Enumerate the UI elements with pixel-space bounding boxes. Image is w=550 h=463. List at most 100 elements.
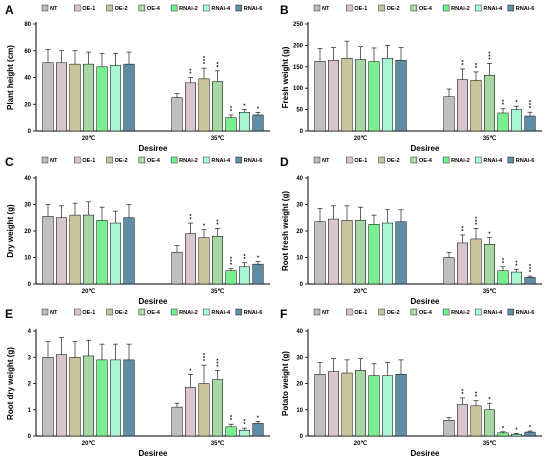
- legend-label: RNAi-4: [211, 158, 231, 164]
- significance-marker: *: [189, 214, 192, 220]
- bar: [252, 114, 264, 132]
- legend-label: OE-4: [147, 310, 161, 316]
- legend-label: NT: [50, 6, 58, 12]
- significance-marker: *: [529, 100, 532, 106]
- significance-marker: *: [230, 418, 233, 424]
- legend-label: OE-2: [115, 158, 128, 164]
- bar: [56, 217, 67, 285]
- x-axis-label: Desiree: [411, 144, 440, 153]
- y-tick-label: 100: [293, 86, 304, 92]
- y-tick-label: 10: [296, 256, 303, 262]
- significance-marker: *: [216, 364, 219, 370]
- legend-label: RNAi-2: [451, 158, 470, 164]
- y-tick-label: 30: [296, 355, 303, 361]
- bar: [382, 375, 393, 437]
- legend-label: RNAi-6: [244, 310, 263, 316]
- significance-marker: *: [216, 65, 219, 71]
- significance-marker: *: [461, 389, 464, 395]
- chart-panel-a: A NT OE-1 OE-2 OE-4 RNAi-2 RNAi-4 RNAi-6 0 20 40 60…: [5, 3, 270, 153]
- bar: [355, 370, 366, 437]
- legend-swatch: [41, 4, 49, 12]
- significance-marker: *: [243, 254, 246, 260]
- bar: [395, 374, 407, 437]
- legend-swatch: [235, 4, 242, 12]
- legend-label: NT: [50, 158, 58, 164]
- significance-marker: *: [529, 106, 532, 112]
- legend-label: OE-1: [354, 158, 367, 164]
- y-tick-label: 2: [28, 382, 32, 388]
- significance-marker: *: [230, 415, 233, 421]
- legend-swatch: [203, 156, 210, 164]
- significance-marker: *: [461, 229, 464, 235]
- significance-marker: *: [216, 219, 219, 225]
- legend-label: RNAi-6: [516, 6, 535, 12]
- significance-marker: *: [216, 62, 219, 68]
- legend-label: OE-1: [82, 158, 95, 164]
- bar: [171, 406, 183, 437]
- y-tick-label: 80: [24, 22, 31, 28]
- significance-marker: *: [461, 392, 464, 398]
- bar: [123, 359, 135, 437]
- bar: [96, 220, 108, 285]
- legend-swatch: [313, 156, 321, 164]
- legend-label: NT: [322, 310, 330, 316]
- bar: [69, 214, 81, 285]
- x-tick-label: 20℃: [354, 288, 368, 295]
- legend-swatch: [507, 4, 514, 12]
- significance-marker: *: [203, 356, 206, 362]
- y-axis-label: Root dry weight (g): [6, 347, 15, 420]
- legend-label: RNAi-4: [211, 6, 231, 12]
- significance-marker: *: [502, 103, 505, 109]
- significance-marker: *: [515, 263, 518, 269]
- significance-marker: *: [189, 217, 192, 223]
- legend-swatch: [138, 156, 146, 164]
- bar: [395, 60, 407, 132]
- legend-swatch: [313, 4, 321, 12]
- panel-letter: C: [5, 155, 14, 169]
- significance-marker: *: [189, 69, 192, 75]
- y-tick-label: 250: [293, 22, 304, 28]
- bar: [96, 359, 108, 437]
- legend-swatch: [475, 156, 482, 164]
- legend-swatch: [170, 308, 178, 316]
- legend-swatch: [346, 4, 353, 12]
- legend-label: OE-4: [419, 310, 433, 316]
- legend-label: RNAi-4: [211, 310, 231, 316]
- bar: [110, 359, 121, 437]
- x-tick-label: 20℃: [354, 440, 368, 447]
- y-tick-label: 30: [24, 203, 31, 209]
- y-tick-label: 0: [300, 434, 304, 440]
- significance-marker: *: [216, 222, 219, 228]
- legend-label: NT: [50, 310, 58, 316]
- y-tick-label: 0: [300, 282, 304, 288]
- y-tick-label: 4: [28, 329, 32, 335]
- significance-marker: *: [488, 232, 491, 238]
- legend-label: RNAi-2: [179, 310, 198, 316]
- bar: [239, 429, 250, 437]
- bar: [42, 62, 54, 132]
- legend-label: OE-4: [147, 6, 161, 12]
- y-tick-label: 50: [296, 108, 303, 114]
- panel-letter: B: [280, 3, 289, 17]
- x-tick-label: 35℃: [483, 440, 497, 447]
- bar: [110, 65, 121, 132]
- y-axis-label: Dry weight (g): [6, 204, 15, 258]
- bar: [56, 62, 67, 132]
- y-tick-label: 40: [24, 176, 31, 182]
- significance-marker: *: [203, 359, 206, 365]
- legend-label: OE-2: [387, 310, 400, 316]
- bar: [497, 112, 509, 132]
- legend-label: OE-2: [115, 6, 128, 12]
- x-axis-label: Desiree: [411, 297, 440, 306]
- bar: [457, 404, 468, 437]
- significance-marker: *: [203, 353, 206, 359]
- significance-marker: *: [203, 62, 206, 68]
- bar: [239, 266, 250, 285]
- significance-marker: *: [515, 100, 518, 106]
- bar: [443, 420, 455, 437]
- legend-swatch: [170, 156, 178, 164]
- bar: [470, 405, 482, 437]
- significance-marker: *: [230, 263, 233, 269]
- legend-swatch: [442, 308, 450, 316]
